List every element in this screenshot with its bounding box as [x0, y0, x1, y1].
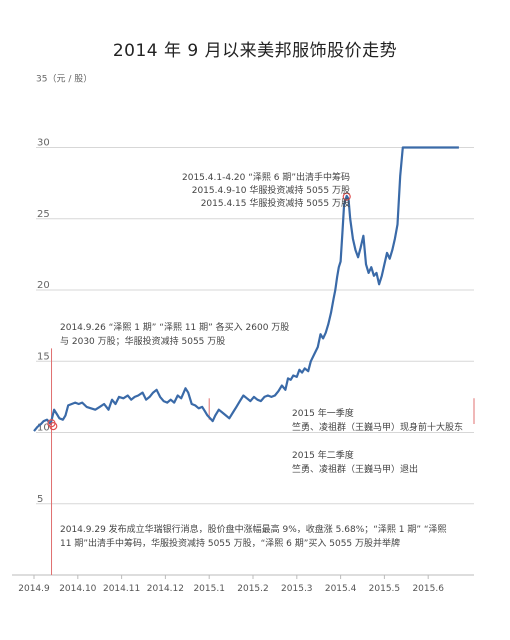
x-tick-label-2014.12: 2014.12	[147, 584, 184, 594]
x-tick-label-2014.9: 2014.9	[18, 584, 50, 594]
annotation-2-line-0: 2015 年一季度	[292, 407, 354, 419]
x-tick-label-2015.3: 2015.3	[281, 584, 313, 594]
annotation-3-line-0: 2015 年二季度	[292, 449, 354, 461]
x-tick-label-2015.1: 2015.1	[193, 584, 225, 594]
y-tick-label-30: 30	[37, 138, 50, 149]
event-circle-2014-09-29	[49, 421, 58, 431]
x-tick-label-2015.2: 2015.2	[237, 584, 269, 594]
event-circle-2015-04-15	[342, 192, 351, 201]
x-tick-label-2015.4: 2015.4	[325, 584, 357, 594]
x-tick-label-2015.6: 2015.6	[412, 584, 444, 594]
y-tick-label-25: 25	[37, 209, 50, 220]
x-tick-label-2014.10: 2014.10	[59, 584, 96, 594]
annotation-4-line-0: 2014.9.29 发布成立华瑞银行消息，股价盘中涨幅最高 9%，收盘涨 5.6…	[60, 523, 447, 535]
annotation-3-line-1: 竺勇、凌祖群（王巍马甲）退出	[292, 463, 418, 475]
annotation-0-line-2: 2015.4.15 华服投资减持 5055 万股	[201, 197, 350, 209]
annotation-2-line-1: 竺勇、凌祖群（王巍马甲）现身前十大股东	[292, 421, 463, 433]
y-tick-label-10: 10	[37, 423, 50, 434]
annotation-1-line-0: 2014.9.26 “泽熙 1 期” “泽熙 11 期” 各买入 2600 万股	[60, 321, 289, 333]
x-tick-label-2015.5: 2015.5	[369, 584, 401, 594]
x-tick-label-2014.11: 2014.11	[103, 584, 140, 594]
annotation-0-line-1: 2015.4.9-10 华服投资减持 5055 万股	[192, 184, 350, 196]
series-line-0	[33, 146, 459, 432]
annotation-0-line-0: 2015.4.1-4.20 “泽熙 6 期”出清手中筹码	[182, 171, 350, 183]
y-tick-label-20: 20	[37, 280, 50, 291]
chart-title: 2014 年 9 月以来美邦服饰股价走势	[112, 41, 398, 61]
y-tick-label-5: 5	[37, 494, 43, 505]
y-axis-label: 35（元 / 股）	[36, 73, 92, 84]
annotation-4-line-1: 11 期”出清手中筹码，华服投资减持 5055 万股，“泽熙 6 期”买入 50…	[60, 537, 400, 549]
annotation-1-line-1: 与 2030 万股；华服投资减持 5055 万股	[60, 335, 225, 347]
y-tick-label-15: 15	[37, 351, 50, 362]
